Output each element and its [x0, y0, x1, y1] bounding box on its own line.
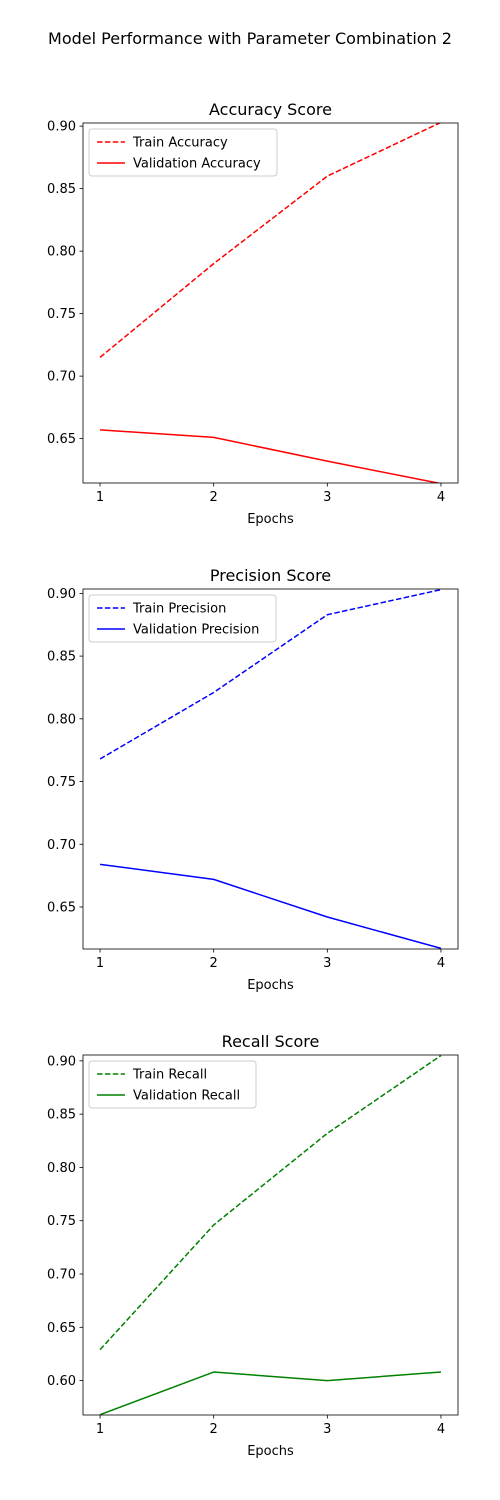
figure-suptitle: Model Performance with Parameter Combina…: [48, 29, 452, 48]
x-tick-label: 4: [437, 490, 445, 505]
y-tick-label: 0.75: [47, 775, 76, 790]
x-tick-label: 2: [210, 956, 218, 971]
series-line-train: [99, 1055, 442, 1351]
x-tick-label: 3: [323, 490, 331, 505]
axes-frame: [82, 588, 459, 950]
legend-box: [88, 594, 277, 643]
axes-frame: [82, 122, 459, 484]
legend-label-train: Train Accuracy: [132, 136, 228, 151]
x-tick-label: 2: [210, 1422, 218, 1437]
x-tick-label: 1: [96, 490, 104, 505]
chart-title: Precision Score: [210, 566, 331, 585]
series-group: [99, 589, 442, 949]
legend: Train Accuracy Validation Accuracy: [88, 128, 278, 177]
series-group: [99, 1055, 442, 1415]
x-tick-label: 3: [323, 1422, 331, 1437]
chart-panel-1: Accuracy Score 1 2 3 4 0.65 0.70 0.75 0.80 0.85 0.…: [47, 100, 459, 527]
chart-panel-3: Recall Score 1 2 3 4 0.60 0.65 0.70 0.75 0.80 0.85…: [47, 1032, 459, 1459]
x-tick-label: 4: [437, 956, 445, 971]
x-tick-label: 1: [96, 1422, 104, 1437]
legend: Train Precision Validation Precision: [88, 594, 277, 643]
legend-label-train: Train Precision: [132, 602, 226, 617]
x-tick-label: 4: [437, 1422, 445, 1437]
x-tick-label: 3: [323, 956, 331, 971]
y-tick-label: 0.75: [47, 307, 76, 322]
legend-label-validation: Validation Precision: [133, 623, 259, 638]
panels: Accuracy Score 1 2 3 4 0.65 0.70 0.75 0.80 0.85 0.…: [47, 100, 459, 1459]
y-tick-label: 0.85: [47, 1108, 76, 1123]
y-tick-label: 0.85: [47, 182, 76, 197]
series-line-train: [99, 589, 442, 760]
y-tick-label: 0.70: [47, 1268, 76, 1283]
y-tick-label: 0.90: [47, 120, 76, 135]
y-tick-label: 0.70: [47, 370, 76, 385]
legend-box: [88, 1060, 257, 1109]
y-tick-label: 0.65: [47, 432, 76, 447]
x-axis-label: Epochs: [247, 1444, 294, 1459]
legend-label-validation: Validation Recall: [133, 1089, 240, 1104]
y-tick-label: 0.60: [47, 1374, 76, 1389]
y-tick-label: 0.75: [47, 1214, 76, 1229]
series-group: [99, 123, 442, 483]
y-tick-label: 0.80: [47, 1161, 76, 1176]
y-tick-label: 0.90: [47, 1054, 76, 1069]
x-axis-label: Epochs: [247, 512, 294, 527]
chart-title: Recall Score: [222, 1032, 320, 1051]
chart-title: Accuracy Score: [209, 100, 332, 119]
series-line-validation: [99, 1371, 442, 1415]
legend-label-train: Train Recall: [132, 1068, 207, 1083]
x-tick-label: 1: [96, 956, 104, 971]
series-line-train: [99, 123, 442, 358]
y-tick-label: 0.80: [47, 712, 76, 727]
series-line-validation: [99, 863, 442, 949]
y-tick-label: 0.80: [47, 245, 76, 260]
legend: Train Recall Validation Recall: [88, 1060, 257, 1109]
series-line-validation: [100, 429, 442, 483]
y-tick-label: 0.90: [47, 587, 76, 602]
y-tick-label: 0.65: [47, 900, 76, 915]
x-tick-label: 2: [210, 490, 218, 505]
y-tick-label: 0.65: [47, 1321, 76, 1336]
legend-box: [88, 128, 278, 177]
axes-frame: [82, 1054, 459, 1416]
y-tick-label: 0.85: [47, 650, 76, 665]
chart-panel-2: Precision Score 1 2 3 4 0.65 0.70 0.75 0.80 0.85 0…: [47, 566, 459, 993]
legend-label-validation: Validation Accuracy: [133, 157, 261, 172]
x-axis-label: Epochs: [247, 978, 294, 993]
y-tick-label: 0.70: [47, 838, 76, 853]
